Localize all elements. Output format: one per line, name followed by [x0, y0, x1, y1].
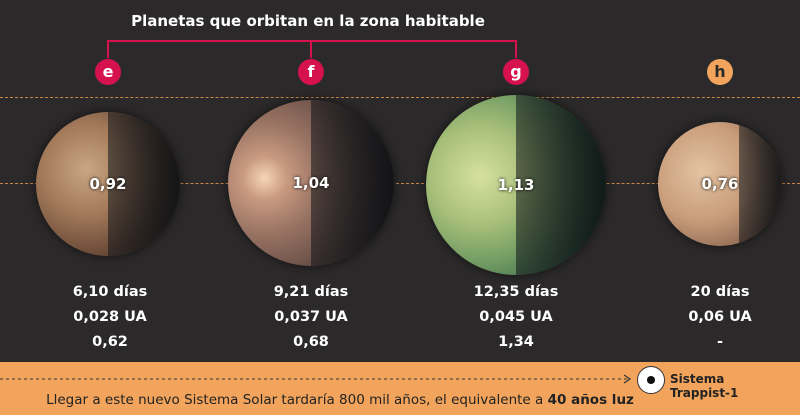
planet-f-radius: 1,04	[292, 174, 330, 192]
footer-sentence: Llegar a este nuevo Sistema Solar tardar…	[46, 392, 548, 408]
planet-e-radius: 0,92	[89, 175, 127, 193]
planet-g-distance: 0,045 UA	[479, 309, 553, 325]
planet-h-radius: 0,76	[701, 175, 739, 193]
infographic-title: Planetas que orbitan en la zona habitabl…	[131, 12, 485, 30]
planet-g-value: 1,34	[498, 334, 534, 350]
footer-light-years: 40 años luz	[547, 392, 634, 408]
planet-f-distance: 0,037 UA	[274, 309, 348, 325]
planet-e-badge: e	[95, 59, 121, 85]
planet-g-stats: 12,35 días 0,045 UA 1,34	[436, 280, 596, 355]
planet-g-badge: g	[503, 59, 529, 85]
habitable-zone-bracket	[107, 40, 517, 58]
footer-band: Llegar a este nuevo Sistema Solar tardar…	[0, 362, 800, 415]
planet-f-image: 1,04	[228, 100, 394, 266]
planet-h-period: 20 días	[690, 284, 750, 300]
planet-h-value: -	[716, 334, 724, 350]
planet-h-image: 0,76	[658, 122, 782, 246]
footer-text: Llegar a este nuevo Sistema Solar tardar…	[0, 392, 680, 408]
trappist-system-label: Sistema Trappist-1	[670, 372, 738, 400]
planet-h-distance: 0,06 UA	[688, 309, 752, 325]
planet-e-image: 0,92	[36, 112, 180, 256]
system-label-line1: Sistema	[670, 372, 725, 386]
planet-e-distance: 0,028 UA	[73, 309, 147, 325]
system-label-line2: Trappist-1	[670, 386, 739, 400]
planet-h-badge: h	[707, 59, 733, 85]
planet-g-radius: 1,13	[497, 176, 535, 194]
planet-f-period: 9,21 días	[273, 284, 349, 300]
planet-g-image: 1,13	[426, 95, 606, 275]
planet-f-value: 0,68	[293, 334, 329, 350]
planet-h-stats: 20 días 0,06 UA -	[640, 280, 800, 355]
center-dashed-line	[0, 183, 800, 184]
planet-e-value: 0,62	[92, 334, 128, 350]
upper-dashed-line	[0, 97, 800, 98]
planet-g-period: 12,35 días	[473, 284, 559, 300]
planet-e-period: 6,10 días	[72, 284, 148, 300]
planet-f-stats: 9,21 días 0,037 UA 0,68	[231, 280, 391, 355]
trappist-system-icon	[637, 366, 665, 394]
planet-e-stats: 6,10 días 0,028 UA 0,62	[30, 280, 190, 355]
planet-f-badge: f	[298, 59, 324, 85]
